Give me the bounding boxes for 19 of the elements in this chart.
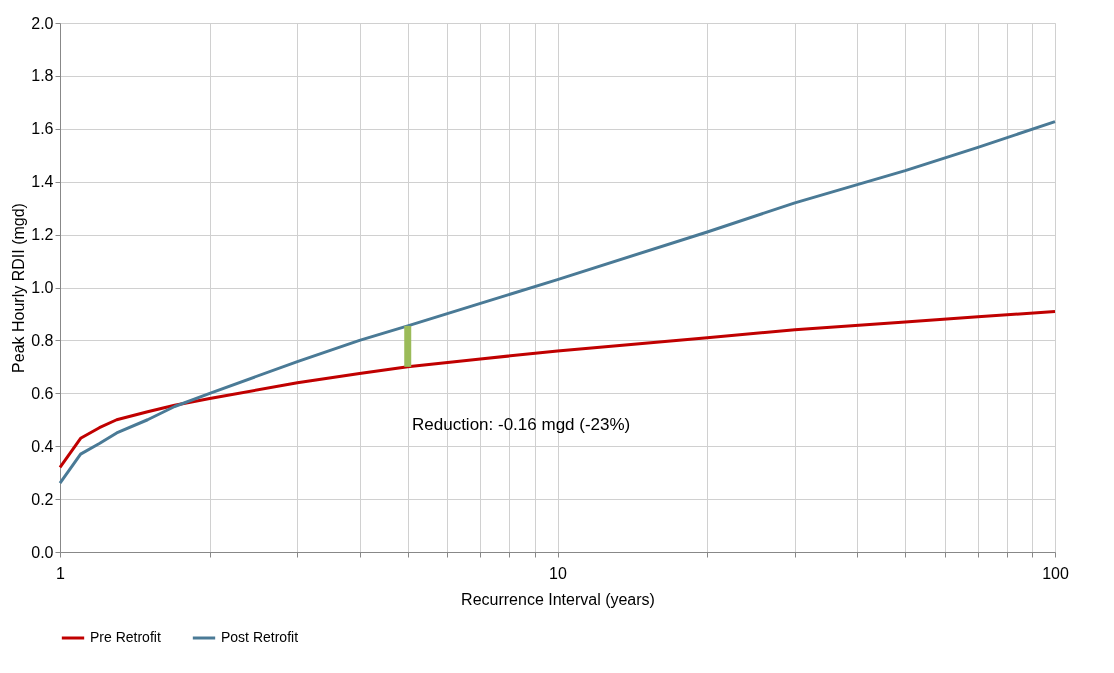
y-tick-label: 0.8	[31, 331, 54, 349]
y-tick-label: 0.2	[31, 490, 54, 508]
legend-label: Pre Retrofit	[90, 629, 161, 645]
y-tick-label: 1.2	[31, 226, 54, 244]
legend-label: Post Retrofit	[221, 629, 299, 645]
x-axis-title: Recurrence Interval (years)	[461, 590, 655, 608]
y-tick-label: 2.0	[31, 14, 54, 32]
y-tick-label: 1.6	[31, 120, 54, 138]
y-tick-label: 0.6	[31, 384, 54, 402]
y-tick-label: 1.8	[31, 67, 54, 85]
y-tick-label: 0.0	[31, 543, 54, 561]
y-tick-label: 1.4	[31, 173, 54, 191]
x-tick-label: 10	[549, 564, 567, 582]
y-tick-label: 0.4	[31, 437, 54, 455]
x-tick-label: 1	[56, 564, 66, 582]
x-tick-label: 100	[1042, 564, 1069, 582]
y-tick-label: 1.0	[31, 279, 54, 296]
y-axis-title: Peak Hourly RDII (mgd)	[10, 203, 28, 373]
annotation: Reduction: -0.16 mgd (-23%)	[412, 415, 631, 434]
